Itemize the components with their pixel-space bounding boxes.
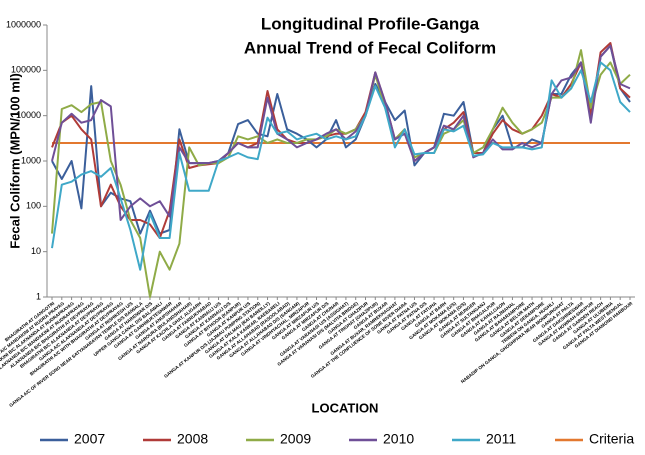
y-axis-label: Fecal Coliform (MPN/100 ml)	[7, 73, 22, 249]
series-line	[51, 49, 631, 298]
y-tick-label: 10	[31, 246, 41, 256]
legend-label: 2007	[74, 431, 105, 447]
series-line	[51, 61, 631, 271]
legend-label: 2011	[486, 431, 516, 447]
x-axis-label: LOCATION	[312, 400, 379, 415]
chart-title: Longitudinal Profile-Ganga	[261, 14, 480, 33]
y-tick-label: 100000	[11, 65, 41, 75]
legend-label: 2010	[383, 431, 414, 447]
y-tick-label: 1000000	[6, 19, 41, 29]
y-tick-label: 100	[26, 201, 41, 211]
y-tick-label: 1	[36, 291, 41, 301]
legend-label: 2008	[177, 431, 208, 447]
y-tick-label: 1000	[21, 155, 41, 165]
chart-subtitle: Annual Trend of Fecal Coliform	[244, 38, 496, 57]
legend-label: Criteria	[589, 431, 634, 447]
legend-label: 2009	[280, 431, 311, 447]
series-line	[51, 44, 631, 221]
y-tick-label: 10000	[16, 110, 41, 120]
